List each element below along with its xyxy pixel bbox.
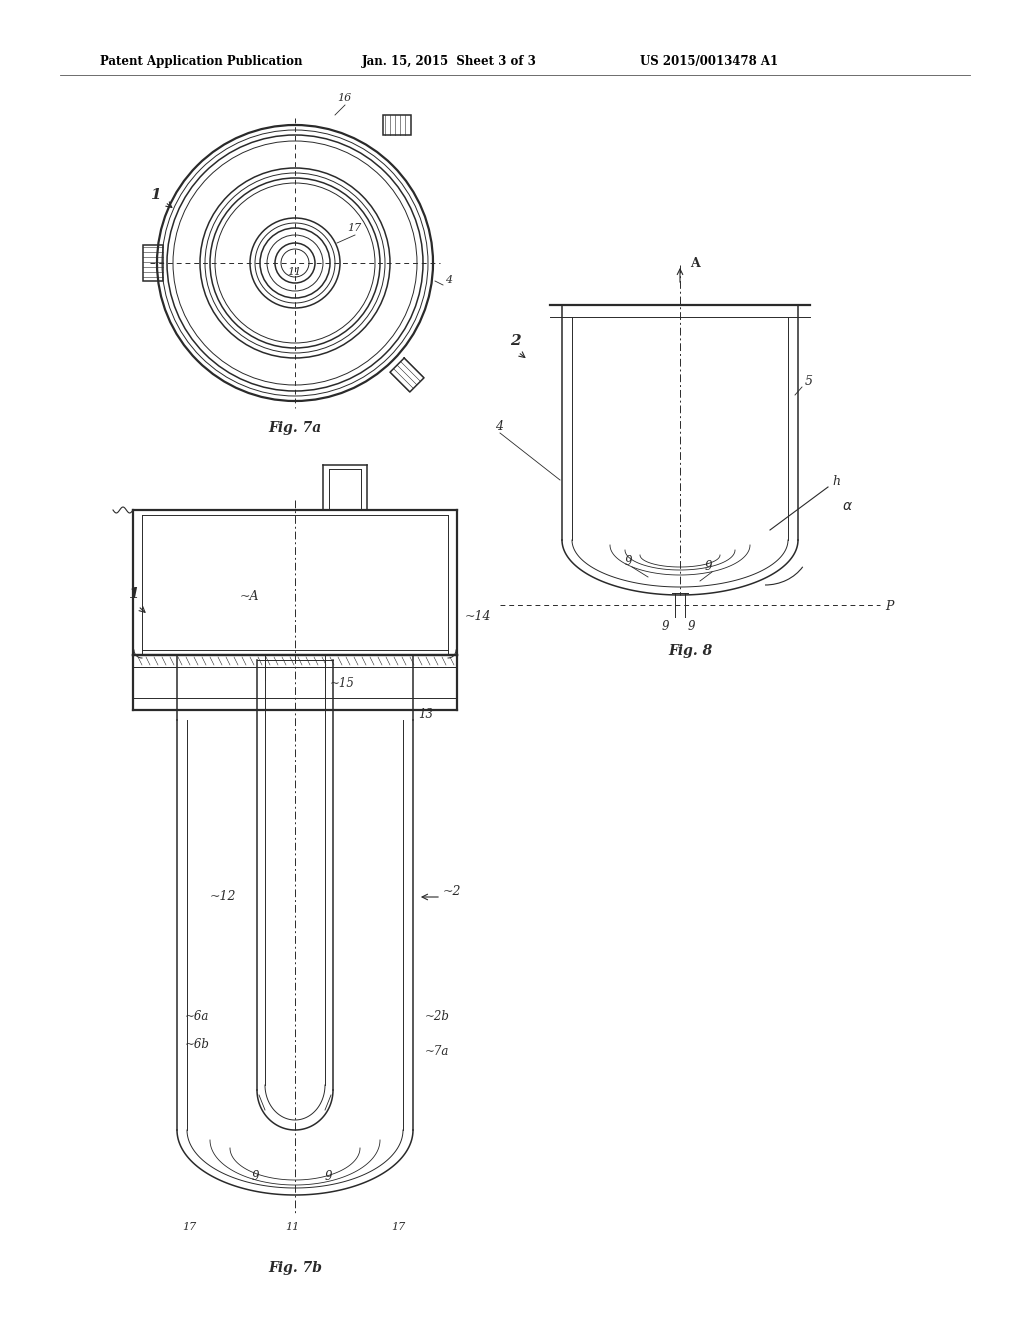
Text: 11: 11	[287, 267, 301, 277]
Text: $\alpha$: $\alpha$	[842, 499, 853, 513]
Text: 11: 11	[285, 1222, 299, 1232]
Text: Fig. 8: Fig. 8	[668, 644, 712, 657]
Bar	[383, 115, 411, 135]
Text: 9: 9	[625, 554, 633, 568]
Text: ~14: ~14	[465, 610, 492, 623]
Text: h: h	[831, 475, 840, 488]
Text: ~2b: ~2b	[425, 1010, 450, 1023]
Text: 17: 17	[347, 223, 361, 234]
Text: ~6b: ~6b	[185, 1038, 210, 1051]
Text: 9: 9	[662, 620, 670, 634]
Text: Fig. 7b: Fig. 7b	[268, 1261, 322, 1275]
Text: Fig. 7a: Fig. 7a	[268, 421, 322, 436]
Bar	[143, 246, 163, 281]
Text: 1: 1	[128, 587, 138, 601]
Text: P: P	[885, 601, 893, 612]
Text: ~12: ~12	[210, 890, 237, 903]
Text: 17: 17	[182, 1222, 197, 1232]
Text: 4: 4	[445, 275, 453, 285]
Text: ~2: ~2	[443, 884, 462, 898]
Text: ~15: ~15	[330, 677, 355, 690]
Text: 13: 13	[418, 708, 433, 721]
Text: 5: 5	[805, 375, 813, 388]
Text: 4: 4	[495, 420, 503, 433]
Text: A: A	[690, 257, 699, 271]
Text: 9: 9	[252, 1170, 259, 1183]
Text: 17: 17	[391, 1222, 406, 1232]
Text: 9: 9	[705, 560, 713, 573]
Text: 1: 1	[150, 187, 161, 202]
Text: ~A: ~A	[240, 590, 259, 603]
Text: Patent Application Publication: Patent Application Publication	[100, 55, 302, 69]
Text: 16: 16	[337, 92, 351, 103]
Text: Jan. 15, 2015  Sheet 3 of 3: Jan. 15, 2015 Sheet 3 of 3	[362, 55, 537, 69]
Text: US 2015/0013478 A1: US 2015/0013478 A1	[640, 55, 778, 69]
Text: ~6a: ~6a	[185, 1010, 209, 1023]
Text: 9: 9	[688, 620, 695, 634]
Text: 2: 2	[510, 334, 520, 348]
Text: ~7a: ~7a	[425, 1045, 450, 1059]
Text: 9: 9	[325, 1170, 333, 1183]
